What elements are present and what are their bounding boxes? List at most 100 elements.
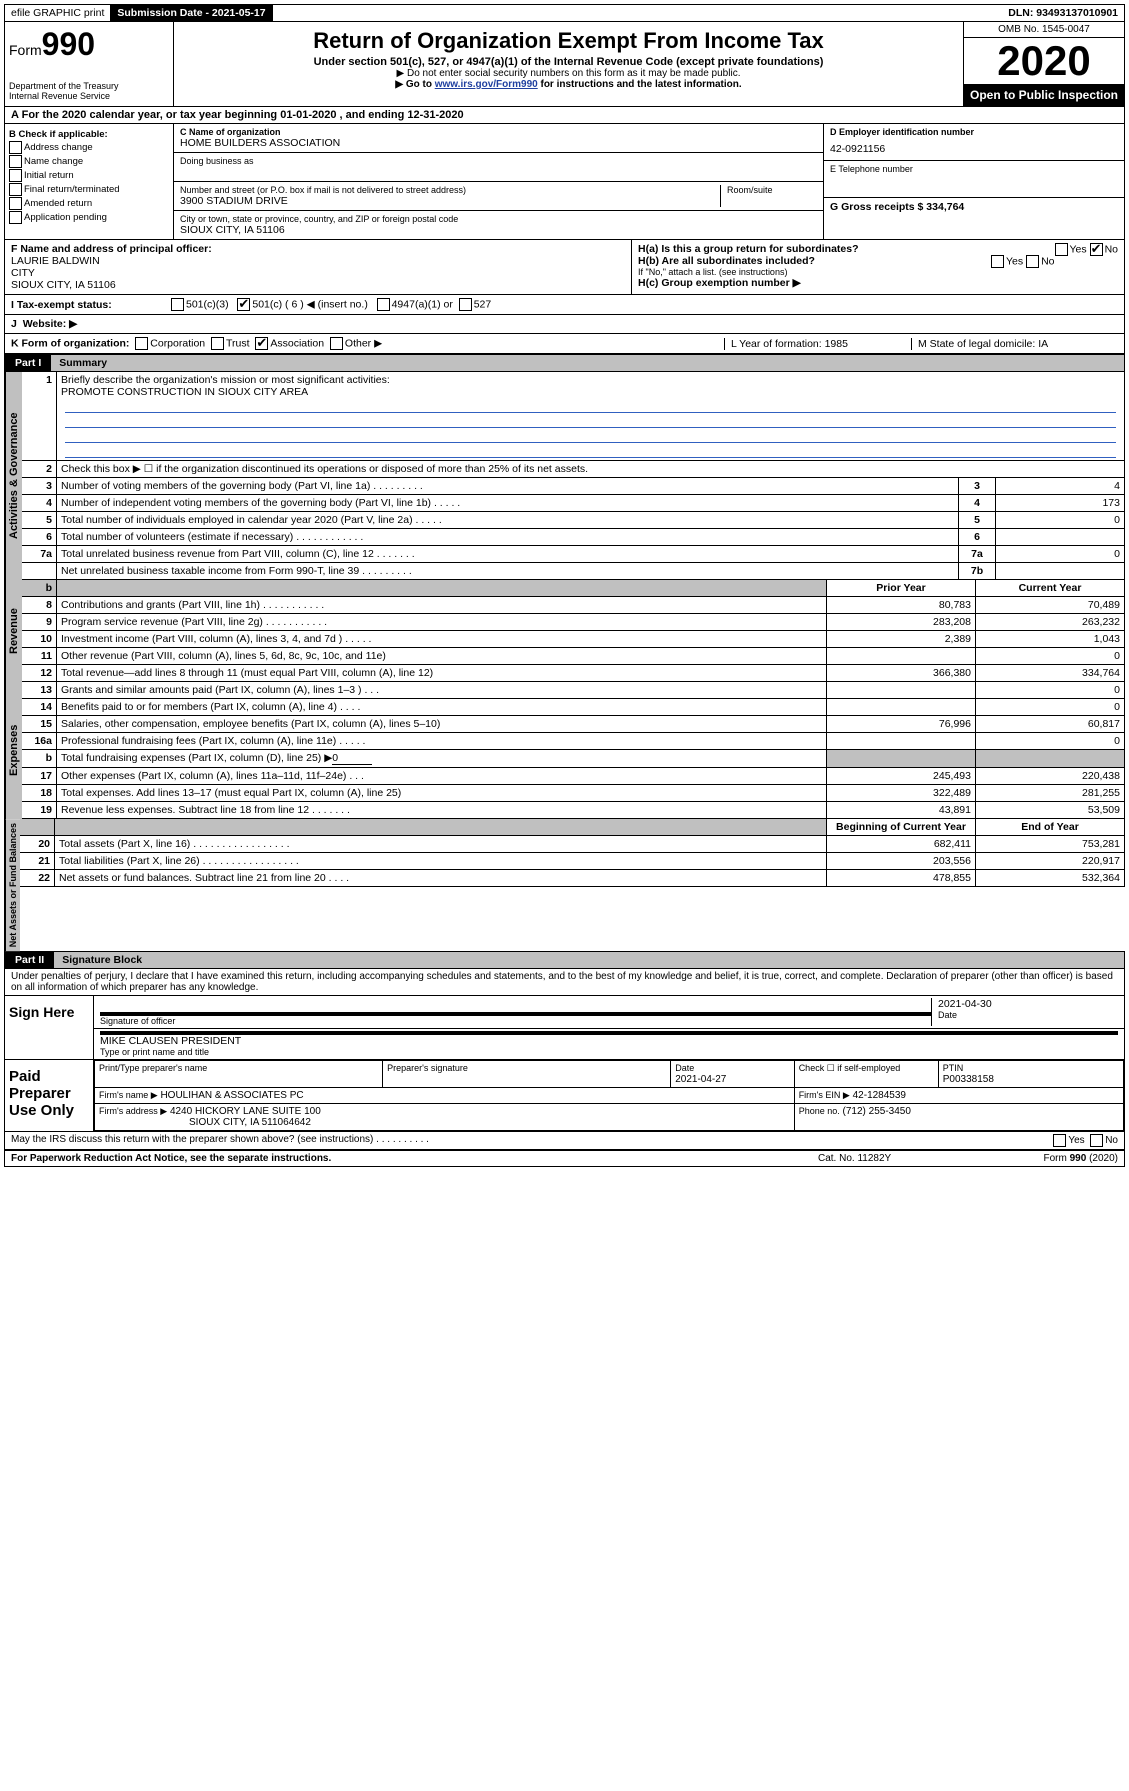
form-org-row: K Form of organization: Corporation Trus… <box>4 334 1125 354</box>
tax-year: 2020 <box>964 38 1124 84</box>
line16a-curr: 0 <box>976 733 1125 750</box>
line19-curr: 53,509 <box>976 802 1125 819</box>
cb-discuss-no[interactable] <box>1090 1134 1103 1147</box>
year-formation: L Year of formation: 1985 <box>724 338 911 350</box>
firm-name: HOULIHAN & ASSOCIATES PC <box>160 1090 303 1101</box>
cb-application-pending[interactable] <box>9 211 22 224</box>
officer-sig-name: MIKE CLAUSEN PRESIDENT <box>100 1035 1118 1047</box>
line17-prior: 245,493 <box>827 768 976 785</box>
line12-curr: 334,764 <box>976 665 1125 682</box>
officer-addr: SIOUX CITY, IA 51106 <box>11 279 625 291</box>
cb-ha-yes[interactable] <box>1055 243 1068 256</box>
form-number: 990 <box>42 26 95 62</box>
section-governance: Activities & Governance 1 Briefly descri… <box>4 372 1125 580</box>
room-suite-label: Room/suite <box>721 185 817 207</box>
firm-ein: 42-1284539 <box>853 1090 906 1101</box>
line12-prior: 366,380 <box>827 665 976 682</box>
cb-501c3[interactable] <box>171 298 184 311</box>
line20-end: 753,281 <box>976 836 1125 853</box>
row-a-period: A For the 2020 calendar year, or tax yea… <box>4 107 1125 124</box>
line21-end: 220,917 <box>976 853 1125 870</box>
submission-date: Submission Date - 2021-05-17 <box>111 5 272 21</box>
line5-val: 0 <box>996 512 1125 529</box>
part2-header: Part II Signature Block <box>4 951 1125 969</box>
dln: DLN: 93493137010901 <box>1002 5 1124 21</box>
officer-label: F Name and address of principal officer: <box>11 243 625 255</box>
ptin: P00338158 <box>943 1074 994 1085</box>
firm-phone: (712) 255-3450 <box>843 1106 911 1117</box>
dept-label: Department of the Treasury <box>9 81 169 91</box>
street-address: 3900 STADIUM DRIVE <box>180 195 714 207</box>
part1-header: Part I Summary <box>4 354 1125 372</box>
prep-date: 2021-04-27 <box>675 1074 726 1085</box>
line16b-val: 0 <box>332 752 372 765</box>
check-b-title: B Check if applicable: <box>9 129 169 140</box>
line3-val: 4 <box>996 478 1125 495</box>
cb-ha-no[interactable] <box>1090 243 1103 256</box>
gross-receipts: G Gross receipts $ 334,764 <box>830 201 1118 213</box>
line19-prior: 43,891 <box>827 802 976 819</box>
org-name-label: C Name of organization <box>180 127 817 137</box>
line8-curr: 70,489 <box>976 597 1125 614</box>
org-name: HOME BUILDERS ASSOCIATION <box>180 137 817 149</box>
efile-label: efile GRAPHIC print <box>5 5 111 21</box>
dba-label: Doing business as <box>180 156 817 166</box>
officer-group-block: F Name and address of principal officer:… <box>4 240 1125 295</box>
section-expenses: Expenses 13Grants and similar amounts pa… <box>4 682 1125 819</box>
cb-address-change[interactable] <box>9 141 22 154</box>
cb-hb-yes[interactable] <box>991 255 1004 268</box>
line15-prior: 76,996 <box>827 716 976 733</box>
line10-curr: 1,043 <box>976 631 1125 648</box>
cat-no: Cat. No. 11282Y <box>818 1153 978 1164</box>
state-domicile: M State of legal domicile: IA <box>911 338 1118 350</box>
instructions-link[interactable]: www.irs.gov/Form990 <box>435 79 538 90</box>
note-ssn: ▶ Do not enter social security numbers o… <box>180 68 957 79</box>
form-header: Form990 Department of the Treasury Inter… <box>4 22 1125 107</box>
cb-corp[interactable] <box>135 337 148 350</box>
cb-hb-no[interactable] <box>1026 255 1039 268</box>
line18-prior: 322,489 <box>827 785 976 802</box>
irs-label: Internal Revenue Service <box>9 91 169 101</box>
phone-label: E Telephone number <box>830 164 1118 174</box>
line4-val: 173 <box>996 495 1125 512</box>
cb-assoc[interactable] <box>255 337 268 350</box>
top-bar: efile GRAPHIC print Submission Date - 20… <box>4 4 1125 22</box>
sig-date: 2021-04-30 <box>938 998 1118 1010</box>
mission-text: PROMOTE CONSTRUCTION IN SIOUX CITY AREA <box>61 386 308 398</box>
line21-beg: 203,556 <box>827 853 976 870</box>
line9-curr: 263,232 <box>976 614 1125 631</box>
identity-block: B Check if applicable: Address change Na… <box>4 124 1125 240</box>
line7b-val <box>996 563 1125 580</box>
addr-label: Number and street (or P.O. box if mail i… <box>180 185 714 195</box>
paperwork-notice: For Paperwork Reduction Act Notice, see … <box>11 1153 818 1164</box>
line22-beg: 478,855 <box>827 870 976 887</box>
cb-name-change[interactable] <box>9 155 22 168</box>
cb-final-return[interactable] <box>9 183 22 196</box>
cb-527[interactable] <box>459 298 472 311</box>
officer-name: LAURIE BALDWIN <box>11 255 625 267</box>
line6-val <box>996 529 1125 546</box>
cb-other[interactable] <box>330 337 343 350</box>
line10-prior: 2,389 <box>827 631 976 648</box>
website-row: J Website: ▶ <box>4 315 1125 334</box>
ein-value: 42-0921156 <box>830 143 1118 155</box>
cb-discuss-yes[interactable] <box>1053 1134 1066 1147</box>
line18-curr: 281,255 <box>976 785 1125 802</box>
open-public-badge: Open to Public Inspection <box>964 84 1124 106</box>
cb-amended[interactable] <box>9 197 22 210</box>
section-revenue: Revenue bPrior YearCurrent Year 8Contrib… <box>4 580 1125 682</box>
line20-beg: 682,411 <box>827 836 976 853</box>
tax-exempt-row: I Tax-exempt status: 501(c)(3) 501(c) ( … <box>4 295 1125 315</box>
ein-label: D Employer identification number <box>830 127 1118 137</box>
cb-501c[interactable] <box>237 298 250 311</box>
line14-curr: 0 <box>976 699 1125 716</box>
perjury-statement: Under penalties of perjury, I declare th… <box>4 969 1125 996</box>
form-title: Return of Organization Exempt From Incom… <box>180 28 957 54</box>
city-state-zip: SIOUX CITY, IA 51106 <box>180 224 817 236</box>
form-footer: Form 990 (2020) <box>978 1153 1118 1164</box>
cb-trust[interactable] <box>211 337 224 350</box>
paid-preparer-block: Paid Preparer Use Only Print/Type prepar… <box>4 1060 1125 1132</box>
cb-initial-return[interactable] <box>9 169 22 182</box>
cb-4947[interactable] <box>377 298 390 311</box>
line22-end: 532,364 <box>976 870 1125 887</box>
